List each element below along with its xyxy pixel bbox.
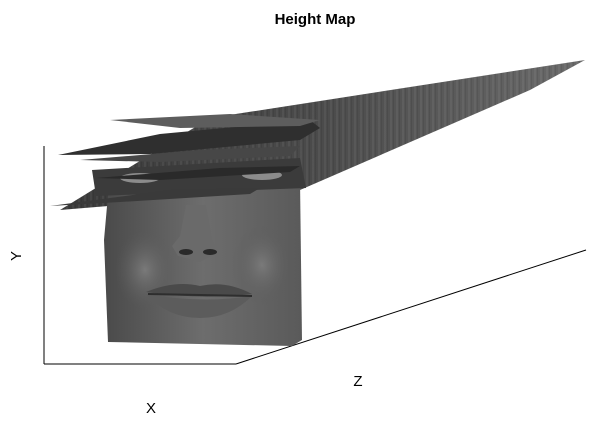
mouth-line xyxy=(147,293,253,297)
forehead-slab-1 xyxy=(58,120,320,155)
lower-lip xyxy=(146,294,252,318)
y-axis-label: Y xyxy=(8,251,25,261)
right-cheek xyxy=(232,225,292,305)
forehead-slab-4 xyxy=(96,166,300,180)
z-axis-label: Z xyxy=(353,373,362,390)
nostril-left xyxy=(179,249,193,255)
forehead-slab-3 xyxy=(80,146,300,162)
height-surface xyxy=(50,60,585,346)
nostril-right xyxy=(203,249,217,255)
axis-frame xyxy=(43,146,587,365)
nose xyxy=(172,205,218,262)
chart-title: Height Map xyxy=(275,11,356,28)
forehead-slab-5 xyxy=(50,188,260,206)
x-axis-label: X xyxy=(146,400,156,417)
upper-lip xyxy=(146,284,252,297)
forehead-slab-2 xyxy=(110,114,320,128)
z-axis-line xyxy=(235,249,587,365)
